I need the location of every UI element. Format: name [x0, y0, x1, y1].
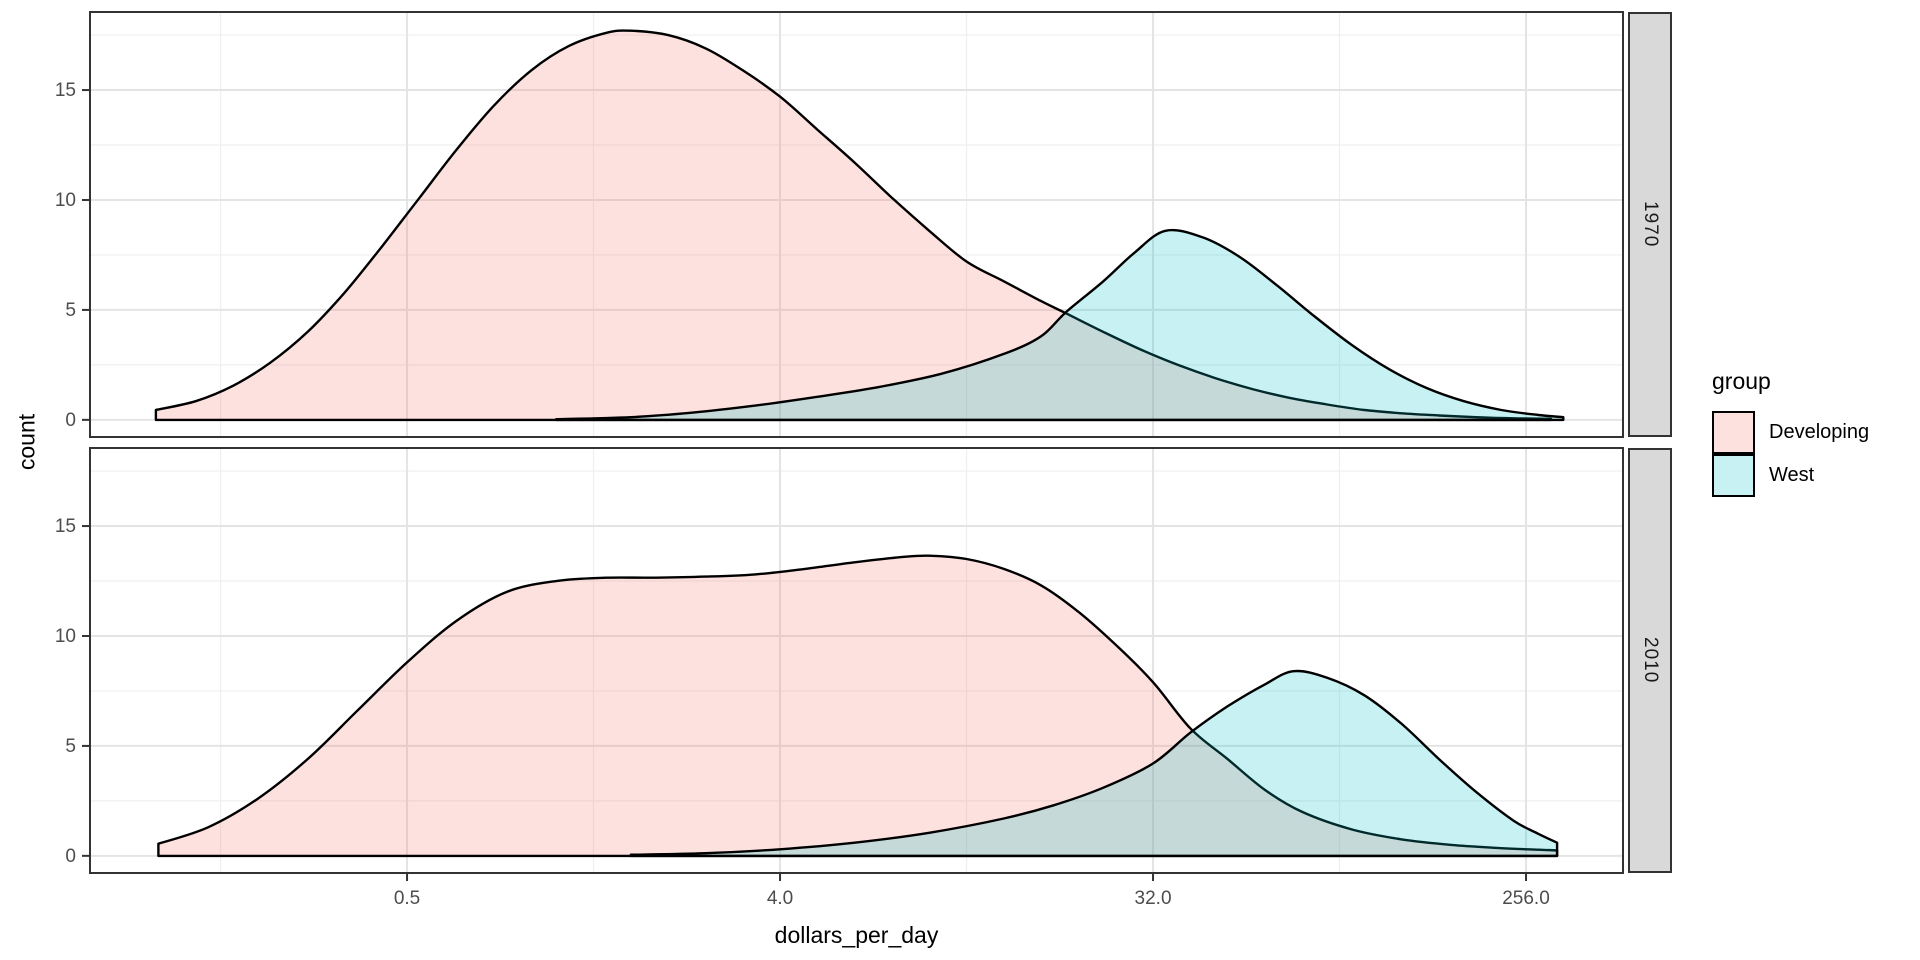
- facet-strip-label: 2010: [1640, 637, 1661, 684]
- legend-items: Developing West: [1712, 411, 1869, 497]
- panel-border: [89, 11, 1624, 438]
- panel-background: [90, 12, 1623, 437]
- x-tick-label: 32.0: [1135, 888, 1172, 909]
- legend-key-developing: [1712, 411, 1755, 454]
- y-tick-label: 0: [65, 846, 76, 867]
- y-tick-label: 15: [55, 516, 76, 537]
- facet-strip-2010: 2010: [1628, 448, 1672, 873]
- legend-item-developing: Developing: [1712, 411, 1869, 454]
- x-tick-label: 256.0: [1502, 888, 1550, 909]
- legend: group Developing West: [1712, 368, 1869, 497]
- density-curve-developing: [157, 554, 1559, 858]
- x-tick-label: 0.5: [394, 888, 420, 909]
- panel-background: [90, 448, 1623, 873]
- x-axis-title: dollars_per_day: [774, 922, 939, 948]
- x-tick-label: 4.0: [767, 888, 793, 909]
- facet-strip-1970: 1970: [1628, 12, 1672, 437]
- legend-title: group: [1712, 368, 1771, 394]
- legend-label-developing: Developing: [1769, 421, 1870, 443]
- y-tick-label: 15: [55, 80, 76, 101]
- y-axis-title: count: [13, 413, 40, 471]
- legend-item-west: West: [1712, 454, 1869, 497]
- y-tick-label: 10: [55, 190, 76, 211]
- panel-border: [89, 447, 1624, 874]
- density-curve-west: [629, 669, 1559, 858]
- facet-strip-label: 1970: [1640, 201, 1661, 248]
- y-tick-label: 10: [55, 626, 76, 647]
- legend-label-west: West: [1769, 464, 1815, 486]
- y-tick-label: 5: [65, 300, 76, 321]
- density-curve-west: [555, 228, 1565, 422]
- y-tick-label: 5: [65, 736, 76, 757]
- density-curve-developing: [154, 29, 1553, 422]
- legend-key-west: [1712, 454, 1755, 497]
- y-tick-label: 0: [65, 410, 76, 431]
